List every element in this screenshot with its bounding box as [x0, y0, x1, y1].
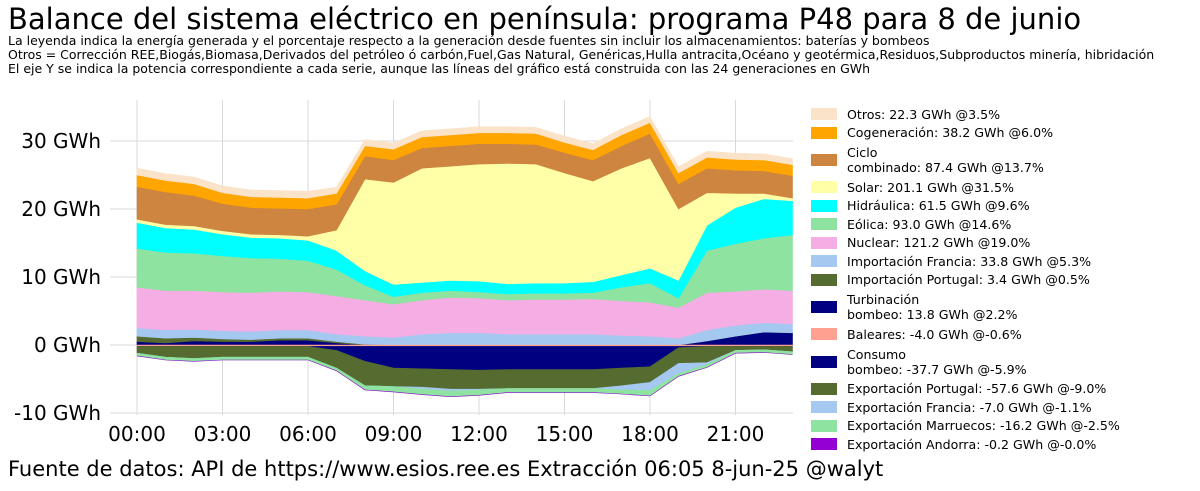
legend-label: Baleares: -4.0 GWh @-0.6% [847, 326, 1022, 342]
legend-swatch [811, 218, 837, 231]
x-tick-label: 00:00 [108, 422, 166, 446]
x-tick-label: 15:00 [536, 422, 594, 446]
legend-swatch [811, 301, 837, 313]
y-tick-label: 30 GWh [21, 129, 101, 153]
legend-swatch [811, 382, 837, 395]
legend-item-baleares: Baleares: -4.0 GWh @-0.6% [806, 325, 1198, 344]
legend-swatch [811, 328, 837, 341]
legend-item-turbinacion-bombeo: Turbinación bombeo: 13.8 GWh @2.2% [806, 289, 1198, 325]
legend-label: Eólica: 93.0 GWh @14.6% [847, 216, 1012, 232]
legend-label: Consumo bombeo: -37.7 GWh @-5.9% [847, 346, 1027, 377]
legend-item-importacion-francia: Importación Francia: 33.8 GWh @5.3% [806, 252, 1198, 271]
legend-label: Otros: 22.3 GWh @3.5% [847, 106, 1001, 122]
positive-area-otros [136, 116, 793, 199]
stacked-area-chart: 00:00 03:00 06:00 09:00 12:00 15:00 18:00 21:00… [14, 100, 793, 446]
legend-swatch [811, 236, 837, 249]
legend-label: Importación Portugal: 3.4 GWh @0.5% [847, 272, 1090, 288]
legend-swatch [811, 181, 837, 194]
legend-label: Solar: 201.1 GWh @31.5% [847, 179, 1014, 195]
legend-item-ciclo-combinado: Ciclo combinado: 87.4 GWh @13.7% [806, 142, 1198, 178]
x-tick-label: 06:00 [279, 422, 337, 446]
x-tick-label: 09:00 [365, 422, 423, 446]
legend-label: Importación Francia: 33.8 GWh @5.3% [847, 253, 1092, 269]
legend-label: Nuclear: 121.2 GWh @19.0% [847, 235, 1031, 251]
x-tick-label: 03:00 [194, 422, 252, 446]
legend-item-exportacion-marruecos: Exportación Marruecos: -16.2 GWh @-2.5% [806, 417, 1198, 436]
legend-label: Ciclo combinado: 87.4 GWh @13.7% [847, 145, 1044, 175]
axis-ticks: 00:00 03:00 06:00 09:00 12:00 15:00 18:00 21:00… [14, 129, 764, 446]
legend-item-nuclear: Nuclear: 121.2 GWh @19.0% [806, 234, 1198, 253]
chart-title: Balance del sistema eléctrico en penínsu… [8, 2, 1082, 36]
subtitle-line-3: El eje Y se indica la potencia correspon… [8, 61, 871, 76]
legend-item-solar: Solar: 201.1 GWh @31.5% [806, 178, 1198, 197]
legend-label: Cogeneración: 38.2 GWh @6.0% [847, 125, 1054, 141]
legend-swatch [811, 126, 837, 139]
legend-label: Exportación Francia: -7.0 GWh @-1.1% [847, 399, 1092, 415]
y-tick-label: 10 GWh [21, 265, 101, 289]
x-tick-label: 18:00 [621, 422, 679, 446]
negative-area-exportacion-andorra [136, 352, 793, 398]
x-tick-label: 21:00 [707, 422, 765, 446]
y-tick-label: 20 GWh [21, 197, 101, 221]
legend-swatch [811, 199, 837, 212]
y-tick-label: 0 GWh [34, 333, 101, 357]
legend-swatch [811, 419, 837, 432]
legend-swatch [811, 154, 837, 166]
legend: Otros: 22.3 GWh @3.5% Cogeneración: 38.2… [806, 105, 1198, 454]
subtitle-line-1: La leyenda indica la energía generada y … [8, 33, 930, 48]
y-tick-label: -10 GWh [14, 401, 101, 425]
subtitle-line-2: Otros = Corrección REE,Biogás,Biomasa,De… [8, 47, 1155, 62]
legend-swatch [811, 108, 837, 121]
legend-item-consumo-bombeo: Consumo bombeo: -37.7 GWh @-5.9% [806, 344, 1198, 380]
legend-swatch [811, 401, 837, 414]
legend-item-eolica: Eólica: 93.0 GWh @14.6% [806, 215, 1198, 234]
legend-label: Exportación Marruecos: -16.2 GWh @-2.5% [847, 418, 1120, 434]
legend-item-exportacion-portugal: Exportación Portugal: -57.6 GWh @-9.0% [806, 380, 1198, 399]
legend-label: Exportación Portugal: -57.6 GWh @-9.0% [847, 381, 1107, 397]
legend-label: Hidráulica: 61.5 GWh @9.6% [847, 198, 1030, 214]
legend-item-exportacion-francia: Exportación Francia: -7.0 GWh @-1.1% [806, 398, 1198, 417]
legend-swatch [811, 273, 837, 286]
legend-swatch [811, 255, 837, 268]
legend-label: Exportación Andorra: -0.2 GWh @-0.0% [847, 436, 1097, 452]
legend-item-exportacion-andorra: Exportación Andorra: -0.2 GWh @-0.0% [806, 435, 1198, 454]
legend-label: Turbinación bombeo: 13.8 GWh @2.2% [847, 292, 1018, 322]
legend-item-hidraulica: Hidráulica: 61.5 GWh @9.6% [806, 197, 1198, 216]
x-tick-label: 12:00 [450, 422, 508, 446]
area-series [136, 116, 793, 398]
legend-item-cogeneracion: Cogeneración: 38.2 GWh @6.0% [806, 124, 1198, 143]
legend-swatch [811, 438, 837, 451]
legend-swatch [811, 355, 837, 368]
footer-source: Fuente de datos: API de https://www.esio… [8, 457, 884, 481]
legend-item-otros: Otros: 22.3 GWh @3.5% [806, 105, 1198, 124]
legend-item-importacion-portugal: Importación Portugal: 3.4 GWh @0.5% [806, 271, 1198, 290]
